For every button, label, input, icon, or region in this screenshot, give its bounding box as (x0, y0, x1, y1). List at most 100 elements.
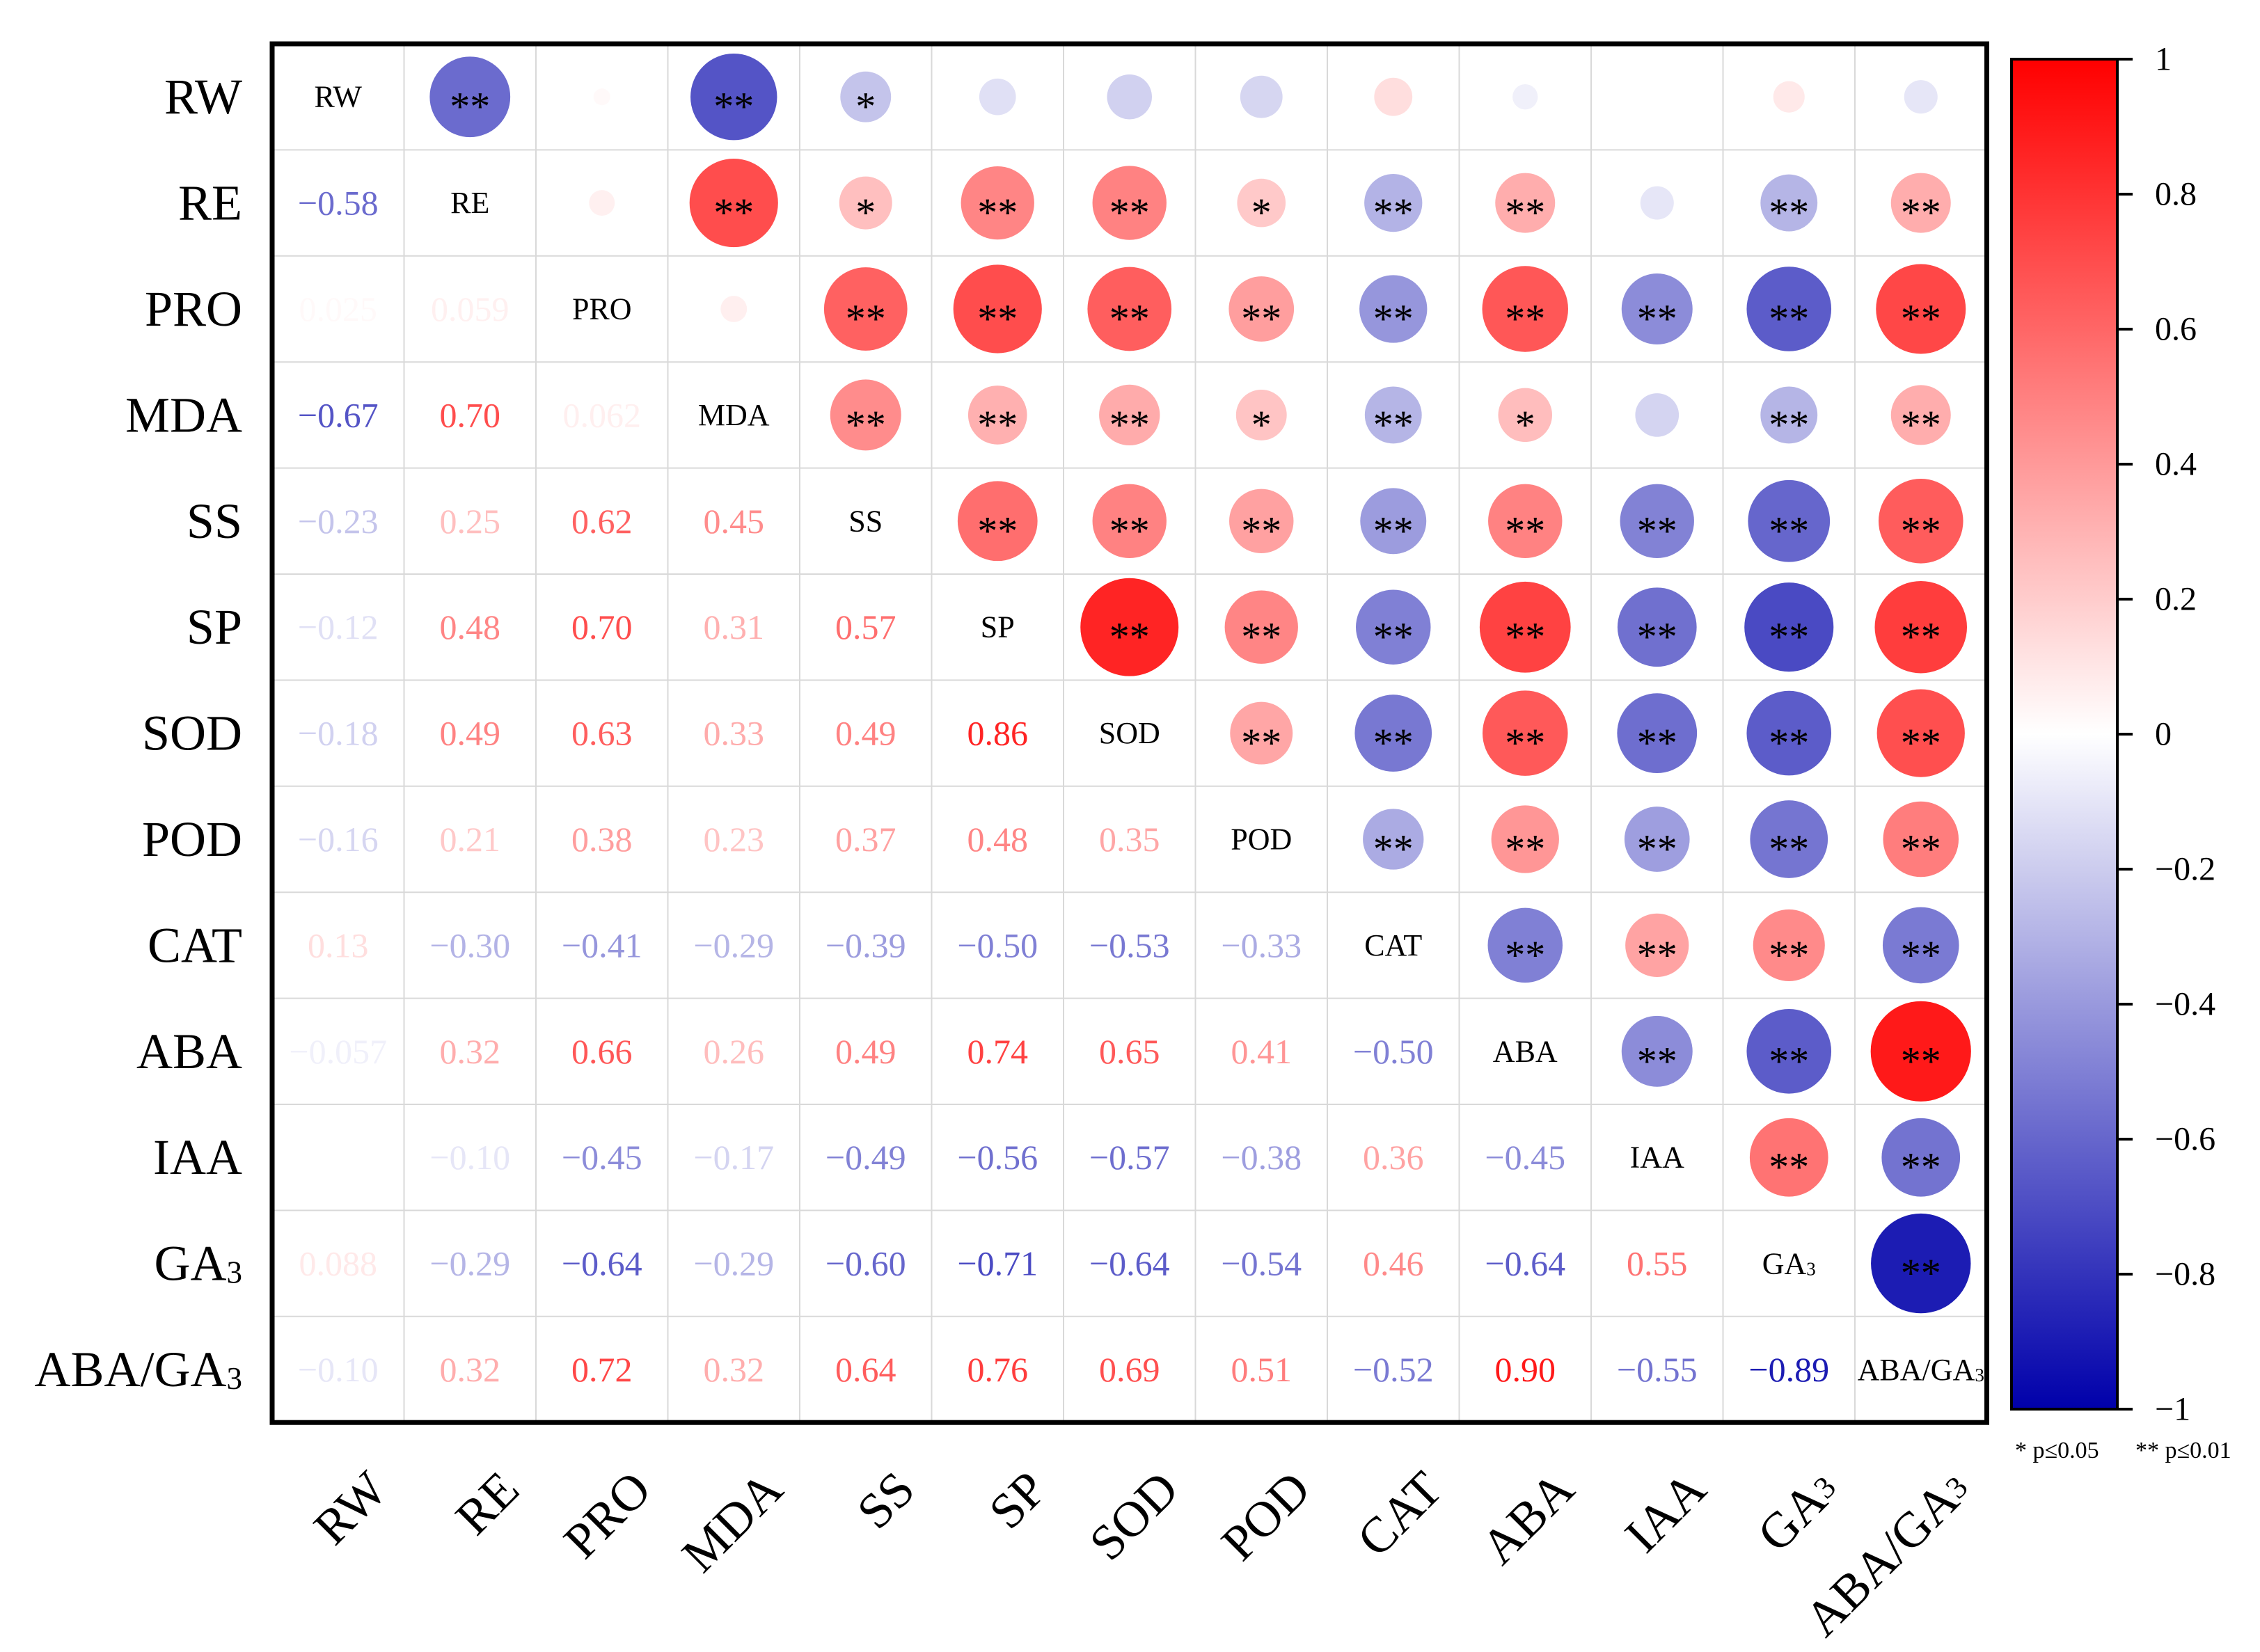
diagonal-label: ABA/GA3 (1858, 1353, 1984, 1387)
correlation-circle (1482, 690, 1568, 776)
correlation-circle (1235, 389, 1287, 440)
correlation-circle (1749, 1118, 1828, 1197)
colorbar-tick-label: 0.6 (2155, 311, 2197, 348)
correlation-circle (1224, 590, 1298, 664)
significance-mark: ** (1373, 402, 1414, 447)
correlation-value: −0.30 (429, 926, 510, 964)
correlation-value: −0.58 (298, 184, 379, 223)
correlation-circle (1498, 388, 1553, 443)
significance-mark: ** (1373, 508, 1414, 553)
legend-double-star: ** p≤0.01 (2135, 1438, 2231, 1463)
correlation-circle (1482, 266, 1568, 352)
correlation-circle (1621, 1015, 1693, 1087)
row-label: PRO (145, 281, 242, 337)
correlation-value: 0.38 (571, 820, 633, 859)
correlation-value: 0.48 (440, 607, 501, 646)
diagonal-label: SOD (1099, 716, 1160, 750)
significance-mark: ** (1901, 827, 1941, 872)
significance-mark: ** (1901, 190, 1941, 235)
correlation-value: −0.57 (1089, 1138, 1170, 1177)
diagonal-label: GA3 (1762, 1246, 1816, 1280)
significance-mark: ** (1109, 402, 1150, 447)
correlation-value: −0.057 (289, 1032, 387, 1071)
diagonal-label: MDA (698, 398, 770, 432)
correlation-value: −0.23 (298, 502, 379, 541)
correlation-value: 0.65 (1099, 1032, 1160, 1071)
significance-mark: ** (1769, 827, 1809, 872)
significance-mark: ** (1373, 296, 1414, 342)
correlation-circle (1635, 393, 1680, 437)
correlation-value: 0.33 (704, 714, 765, 753)
significance-mark: * (1251, 402, 1272, 447)
diagonal-label: CAT (1364, 928, 1422, 962)
correlation-circle (1617, 693, 1698, 773)
row-label: POD (142, 811, 242, 867)
significance-mark: ** (1637, 932, 1677, 978)
correlation-circle (1760, 174, 1818, 232)
significance-mark: ** (450, 84, 490, 129)
diagonal-label: IAA (1630, 1141, 1684, 1175)
correlation-value: 0.62 (571, 502, 633, 541)
colorbar-tick-label: 1 (2155, 41, 2172, 78)
correlation-value: −0.45 (1485, 1138, 1565, 1177)
diagonal-label: PRO (572, 292, 632, 326)
correlation-value: 0.69 (1099, 1350, 1160, 1389)
column-label: CAT (1347, 1461, 1453, 1567)
legend-single-star: * p≤0.05 (2015, 1438, 2099, 1463)
significance-mark: ** (846, 296, 886, 342)
correlation-circle (979, 78, 1016, 116)
significance-mark: ** (977, 190, 1018, 235)
correlation-circle (1512, 84, 1538, 110)
correlation-value: 0.059 (431, 289, 509, 328)
diagonal-label: ABA (1493, 1034, 1558, 1068)
correlation-circle (1363, 809, 1424, 870)
correlation-circle (1881, 1118, 1961, 1197)
correlation-value: 0.31 (704, 607, 765, 646)
correlation-value: 0.74 (967, 1032, 1029, 1071)
correlation-circle (839, 176, 892, 230)
significance-mark: ** (1109, 508, 1150, 553)
significance-mark: ** (846, 402, 886, 447)
significance-mark: ** (1505, 932, 1545, 978)
significance-mark: ** (1373, 827, 1414, 872)
significance-mark: ** (1505, 720, 1545, 765)
correlation-value: −0.64 (1089, 1244, 1170, 1283)
correlation-circle (593, 88, 610, 106)
correlation-circle (1099, 384, 1160, 446)
correlation-circle (1092, 484, 1167, 558)
correlation-circle (1479, 581, 1571, 673)
significance-mark: ** (1241, 508, 1281, 553)
correlation-value: −0.54 (1221, 1244, 1302, 1283)
column-label: GA3 (1747, 1461, 1849, 1562)
correlation-circle (1230, 701, 1293, 765)
correlation-value: 0.21 (440, 820, 501, 859)
correlation-value: −0.52 (1353, 1350, 1434, 1389)
correlation-value: 0.76 (967, 1350, 1029, 1389)
column-label: IAA (1614, 1461, 1716, 1563)
correlation-value: −0.50 (957, 926, 1038, 964)
column-label: RE (445, 1461, 530, 1546)
row-label: MDA (125, 387, 242, 443)
correlation-circle (1495, 173, 1556, 233)
significance-mark: ** (1769, 614, 1809, 660)
correlation-value: 0.48 (967, 820, 1029, 859)
correlation-value: −0.10 (429, 1138, 510, 1177)
correlation-value: 0.70 (440, 395, 501, 434)
correlation-value: 0.70 (571, 607, 633, 646)
correlation-value: −0.55 (1617, 1350, 1698, 1389)
correlation-circle (1904, 80, 1938, 114)
correlation-circle (1624, 807, 1690, 872)
significance-mark: ** (1109, 296, 1150, 342)
correlation-circle (1107, 74, 1152, 120)
correlation-circle (1876, 264, 1966, 354)
column-label: SOD (1079, 1461, 1189, 1571)
correlation-value: 0.57 (835, 607, 896, 646)
correlation-circle (1229, 489, 1294, 554)
correlation-circle (1364, 386, 1422, 444)
correlation-value: −0.53 (1089, 926, 1170, 964)
significance-mark: ** (1505, 190, 1545, 235)
correlation-circle (1882, 907, 1959, 984)
column-label: POD (1210, 1461, 1320, 1571)
